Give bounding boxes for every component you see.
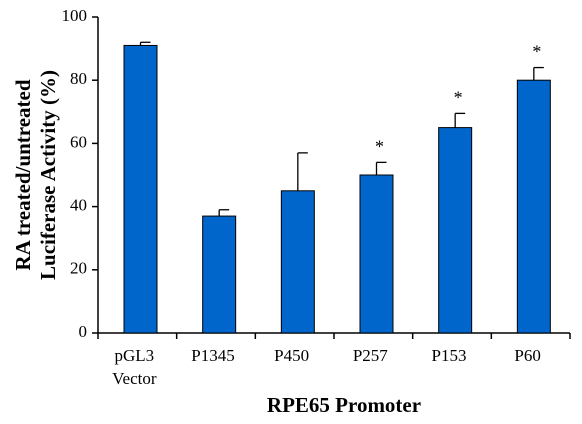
x-category-label: Vector xyxy=(112,369,157,388)
bar-group: P1345 xyxy=(191,209,237,365)
y-tick-label: 100 xyxy=(62,6,88,25)
bar-series: pGL3 Vector P1345 P450 * P257 * P153 * P60 xyxy=(112,41,551,388)
bar-group: pGL3 Vector xyxy=(112,41,158,388)
y-axis: 0 20 40 60 80 100 xyxy=(62,6,99,341)
y-tick-label: 20 xyxy=(70,259,87,278)
y-axis-title: RA treated/untreated Luciferase Activity … xyxy=(11,70,60,280)
x-category-label: P450 xyxy=(274,346,309,365)
significance-asterisk: * xyxy=(375,136,384,156)
bar xyxy=(438,127,473,334)
x-axis-title: RPE65 Promoter xyxy=(267,393,421,417)
y-tick-label: 0 xyxy=(79,322,88,341)
y-tick-label: 80 xyxy=(70,69,87,88)
y-tick-label: 40 xyxy=(70,196,87,215)
x-axis-title-group: RPE65 Promoter xyxy=(267,393,421,417)
bar xyxy=(123,44,158,334)
bar-group: * P60 xyxy=(514,42,551,365)
bar xyxy=(359,174,394,334)
x-axis xyxy=(97,332,571,339)
bar-group: P450 xyxy=(274,152,315,365)
x-category-label: pGL3 xyxy=(114,346,154,365)
bar-group: * P153 xyxy=(432,87,473,365)
y-tick-label: 60 xyxy=(70,132,87,151)
x-category-label: P1345 xyxy=(191,346,234,365)
y-axis-title-line: Luciferase Activity (%) xyxy=(36,70,60,280)
bar-group: * P257 xyxy=(353,136,394,365)
y-axis-title-line: RA treated/untreated xyxy=(11,79,35,270)
bar xyxy=(516,79,551,334)
x-category-label: P60 xyxy=(514,346,540,365)
significance-asterisk: * xyxy=(454,87,463,107)
bar xyxy=(280,190,315,334)
bar xyxy=(202,215,237,334)
x-category-label: P153 xyxy=(432,346,467,365)
significance-asterisk: * xyxy=(532,42,541,62)
x-category-label: P257 xyxy=(353,346,388,365)
